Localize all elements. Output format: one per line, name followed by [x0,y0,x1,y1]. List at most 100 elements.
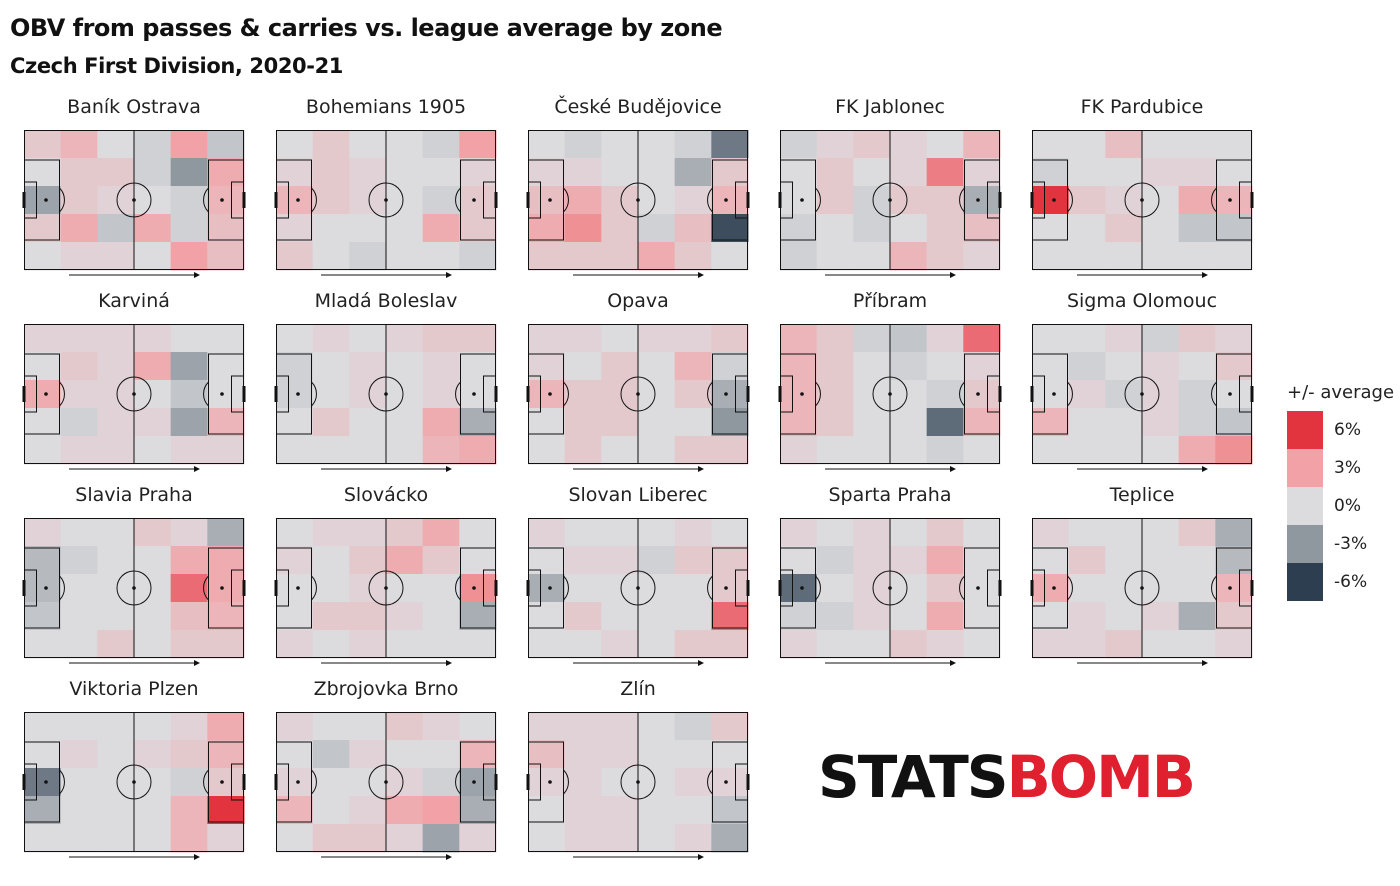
zone-cell [24,242,62,271]
zone-cell [422,436,460,465]
right-penalty-arc [203,769,209,795]
pitch-markings [526,324,750,464]
zone-cell [60,130,98,159]
left-penalty-spot [44,780,48,784]
left-penalty-spot [296,198,300,202]
zone-cell [97,130,135,159]
attack-direction-arrowhead [698,660,704,666]
attack-direction-arrowhead [446,854,452,860]
zone-cell [97,824,135,853]
zone-cell [276,574,314,603]
zone-cell [459,712,497,741]
zone-cell [1032,380,1070,409]
zone-cell [312,130,350,159]
centre-circle [368,570,404,606]
right-penalty-arc [455,381,461,407]
zone-cell [207,768,245,797]
zone-cell [349,796,387,825]
zone-cell [459,796,497,825]
zone-cell [134,214,172,243]
right-penalty-spot [472,392,476,396]
zone-cell [386,242,424,271]
legend-label: -3% [1334,534,1368,554]
zone-cell [312,602,350,631]
zone-cell [638,324,676,353]
zone-cell [674,214,712,243]
zone-cell [780,130,818,159]
zone-cell [422,712,460,741]
legend-swatch [1287,449,1323,487]
zone-cell [134,602,172,631]
left-penalty-spot [296,392,300,396]
chart-subtitle: Czech First Division, 2020-21 [10,54,344,78]
zone-cell [1215,574,1253,603]
zone-cell [170,352,208,381]
zone-cell [1105,324,1143,353]
zone-cell [60,324,98,353]
zone-cell [528,518,566,547]
zone-cell [386,324,424,353]
zone-cell [601,740,639,769]
left-penalty-spot [1052,586,1056,590]
zone-cell [1142,158,1180,187]
zone-cell [60,712,98,741]
zone-cell [963,186,1001,215]
left-penalty-arc [1067,381,1073,407]
zone-cell [1178,242,1216,271]
zone-cell [638,130,676,159]
zone-cell [638,796,676,825]
zone-cell [674,130,712,159]
zone-cell [170,824,208,853]
zone-cell [459,242,497,271]
zone-cell [459,436,497,465]
team-pitch [22,130,246,278]
zone-cell [207,796,245,825]
zone-cell [926,436,964,465]
chart-title: OBV from passes & carries vs. league ave… [10,14,723,42]
zone-cell [24,824,62,853]
left-penalty-spot [44,586,48,590]
zone-cell [601,630,639,659]
zone-cell [207,824,245,853]
zone-cell [564,824,602,853]
right-penalty-spot [1228,198,1232,202]
zone-cell [711,602,749,631]
zone-cell [422,740,460,769]
zone-cell [528,324,566,353]
attack-direction-arrowhead [698,466,704,472]
zone-cell [1105,352,1143,381]
zone-cell [890,630,928,659]
zone-cell [564,130,602,159]
team-name: Karviná [98,290,170,312]
zone-cell [1068,380,1106,409]
zone-cell [711,712,749,741]
zone-cell [1215,630,1253,659]
zone-cell [134,130,172,159]
team-pitch [526,712,750,860]
zone-cell [853,574,891,603]
zone-cell [170,380,208,409]
zone-cell [711,380,749,409]
zone-cell [528,768,566,797]
zone-cell [1178,436,1216,465]
right-penalty-arc [959,575,965,601]
zone-cell [386,130,424,159]
zone-cell [601,214,639,243]
zone-cell [816,574,854,603]
right-penalty-arc [203,381,209,407]
zone-cell [276,436,314,465]
logo-text-bomb: BOMB [1006,743,1196,811]
zone-cell [674,602,712,631]
right-penalty-arc [455,769,461,795]
zone-cell [386,712,424,741]
zone-cell [1032,574,1070,603]
legend-label: 0% [1334,496,1361,516]
centre-circle [368,764,404,800]
legend-label: -6% [1334,572,1368,592]
zone-cell [459,602,497,631]
zone-cell [170,158,208,187]
team-name: Opava [607,290,669,312]
zone-cell [638,380,676,409]
zone-cell [601,380,639,409]
zone-cell [134,408,172,437]
